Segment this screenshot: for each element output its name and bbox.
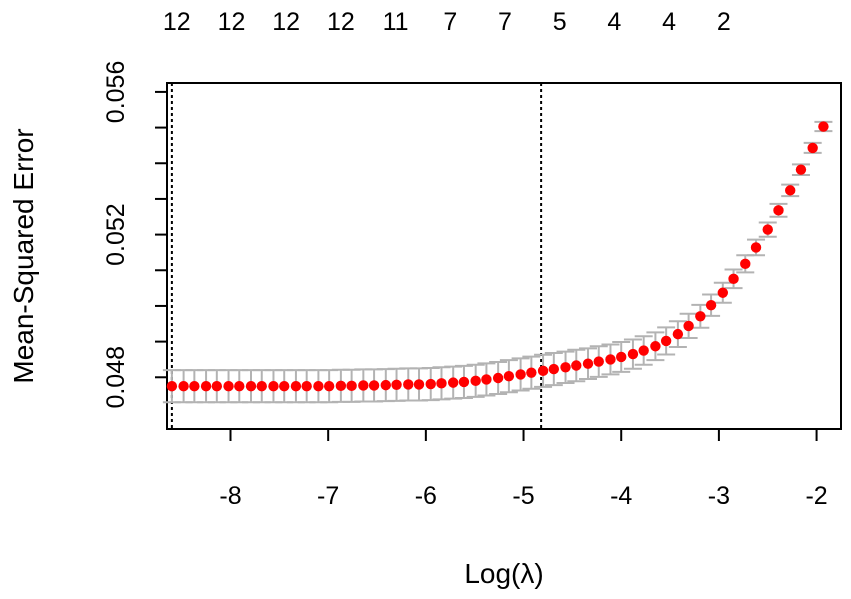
data-point [290,380,302,392]
data-point [200,380,212,392]
data-point [481,374,492,385]
y-axis-title: Mean-Squared Error [8,128,39,383]
data-point [795,164,807,175]
top-axis-labels: 12 12 12 12 11 7 7 5 4 4 2 [163,8,731,36]
data-point [268,380,279,392]
data-point [313,380,324,392]
top-count-label: 12 [163,8,191,36]
data-point [403,379,414,390]
data-point [189,380,200,392]
data-point [413,379,425,390]
data-points [166,121,829,392]
data-point [279,380,290,392]
data-point [391,379,402,390]
top-count-label: 7 [498,8,512,36]
data-point [785,185,796,196]
data-point [683,320,694,332]
data-point [605,354,616,365]
y-axis: 0.048 0.052 0.056 [102,61,167,409]
data-point [515,369,526,380]
top-count-label: 7 [443,8,457,36]
top-count-label: 4 [662,8,676,36]
data-point [627,348,639,360]
top-count-label: 12 [218,8,246,36]
x-axis: -8 -7 -6 -5 -4 -3 -2 [219,429,828,510]
data-point [660,335,672,347]
data-point [750,242,762,253]
data-point [346,380,357,392]
top-count-label: 2 [717,8,731,36]
data-point [358,380,369,391]
data-point [323,380,335,392]
data-point [672,328,684,340]
data-point [740,258,751,270]
data-point [526,367,537,378]
data-point [728,273,739,285]
top-count-label: 12 [272,8,300,36]
data-point [593,356,604,367]
data-point [705,300,717,311]
y-tick-label: 0.052 [102,203,130,266]
x-tick-label: -6 [415,482,437,510]
x-tick-label: -3 [708,482,730,510]
x-tick-label: -2 [805,482,827,510]
data-point [560,362,571,373]
data-point [818,121,829,132]
data-point [650,341,661,352]
data-point [773,205,784,216]
x-tick-label: -5 [512,482,534,510]
x-tick-label: -8 [219,482,241,510]
top-count-label: 11 [383,8,409,36]
data-point [223,380,234,392]
data-point [548,363,560,375]
top-count-label: 4 [607,8,621,36]
data-point [571,360,582,371]
data-point [448,377,459,388]
data-point [458,376,470,388]
data-point [616,351,627,363]
data-point [470,375,481,387]
y-tick-label: 0.056 [102,61,130,124]
x-tick-label: -7 [317,482,339,510]
data-point [582,358,594,369]
data-point [368,380,380,391]
data-point [380,379,392,391]
data-point [537,365,549,377]
data-point [503,371,515,382]
data-point [492,372,504,384]
data-point [178,380,189,392]
data-point [245,380,257,392]
data-point [335,380,347,392]
data-point [717,287,729,298]
data-point [436,378,447,389]
data-point [234,380,245,392]
data-point [638,345,649,356]
data-point [166,380,178,392]
top-count-label: 12 [327,8,355,36]
plot-frame [166,82,842,430]
top-count-label: 5 [553,8,567,36]
data-point [256,380,267,392]
data-point [695,311,706,322]
data-point [211,380,223,392]
x-axis-title: Log(λ) [464,558,543,589]
x-tick-label: -4 [610,482,632,510]
data-point [301,380,312,392]
y-tick-label: 0.048 [102,346,130,409]
data-point [425,378,436,390]
data-point [807,142,818,154]
data-point [762,224,773,235]
error-bars [162,120,833,404]
